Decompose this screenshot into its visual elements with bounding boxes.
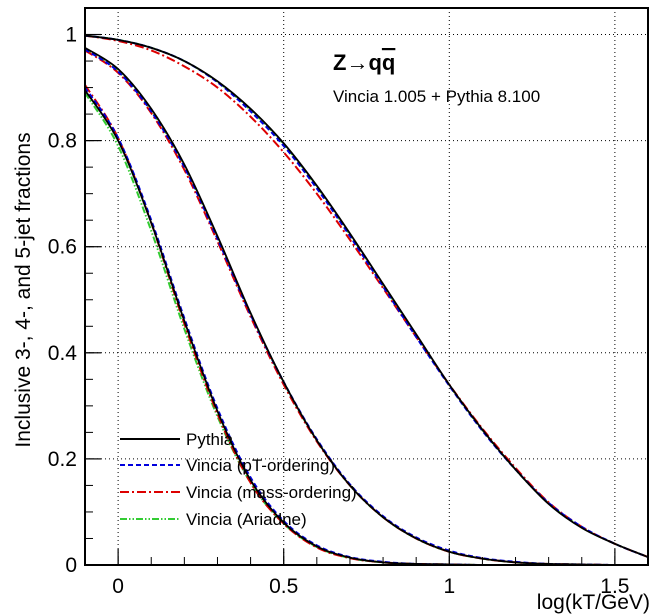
y-tick-label: 0.6 xyxy=(48,236,77,259)
x-tick-label: 1 xyxy=(443,575,455,598)
ticks: 0 0.5 1 1.5 0 0.2 0.4 0.6 0.8 1 xyxy=(48,24,649,598)
series-line-pythia-3jet xyxy=(84,34,649,558)
y-axis-label: Inclusive 3-, 4-, and 5-jet fractions xyxy=(12,132,35,447)
generator-label: Vincia 1.005 + Pythia 8.100 xyxy=(333,87,540,106)
series-line-mass-5jet xyxy=(84,84,648,567)
x-tick-label: 0 xyxy=(112,575,124,598)
process-text: Z→q xyxy=(333,50,382,75)
legend-label-mass: Vincia (mass-ordering) xyxy=(186,483,357,502)
x-axis-label: log(kT/GeV) xyxy=(537,591,650,614)
legend-label-ariadne: Vincia (Ariadne) xyxy=(186,510,307,529)
process-qbar: q xyxy=(382,50,395,75)
y-tick-label: 0 xyxy=(65,554,77,577)
y-tick-label: 0.2 xyxy=(48,448,77,471)
legend-label-pythia: Pythia xyxy=(186,430,234,449)
grid xyxy=(85,8,648,565)
series-line-pt-5jet xyxy=(84,87,648,567)
legend-label-pt: Vincia (pT-ordering) xyxy=(186,456,335,475)
legend: Pythia Vincia (pT-ordering) Vincia (mass-o… xyxy=(120,430,357,529)
y-tick-label: 0.4 xyxy=(48,342,78,365)
series-line-pt-3jet xyxy=(84,34,649,558)
process-label: Z→qq xyxy=(333,50,395,75)
series-line-mass-3jet xyxy=(84,34,649,558)
y-tick-label: 0.8 xyxy=(48,130,77,153)
series-line-pythia-4jet xyxy=(84,47,649,566)
series-line-pt-4jet xyxy=(84,48,649,567)
series-line-ariadne-3jet xyxy=(84,34,649,558)
y-tick-label: 1 xyxy=(65,24,77,47)
plot-frame xyxy=(84,7,649,566)
x-tick-label: 0.5 xyxy=(269,575,298,598)
curves xyxy=(84,34,649,567)
x-tick-label: 1.5 xyxy=(600,575,629,598)
series-line-ariadne-5jet xyxy=(84,92,648,567)
series-line-ariadne-4jet xyxy=(84,48,649,567)
series-line-mass-4jet xyxy=(84,49,649,567)
series-line-pythia-5jet xyxy=(84,89,648,566)
